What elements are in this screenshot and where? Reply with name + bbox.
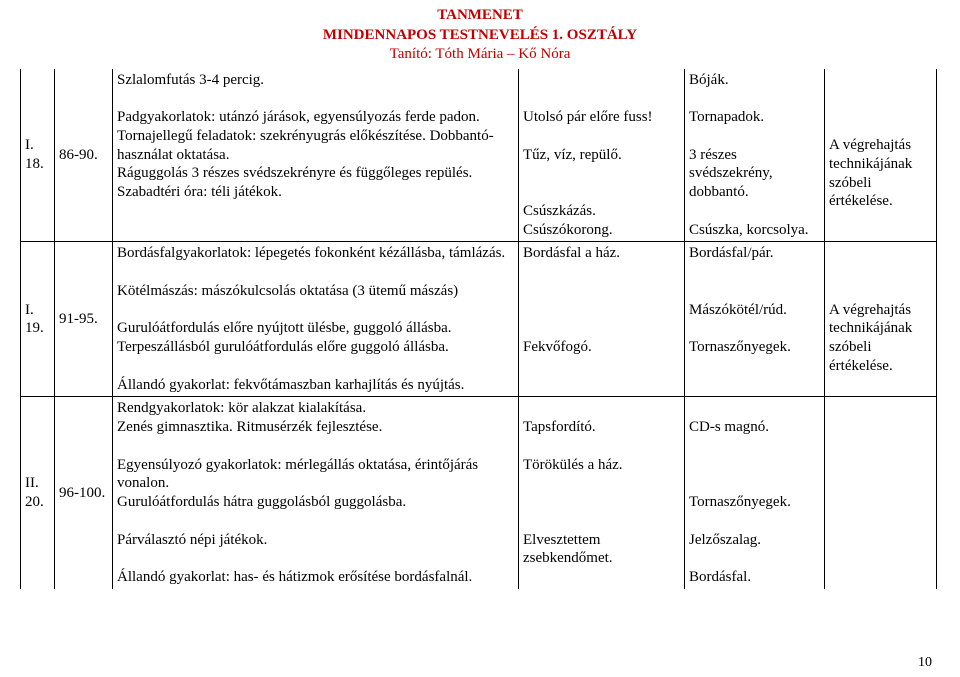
cell-text: 96-100. [59, 485, 105, 501]
cell-text: I. 18. [25, 137, 44, 172]
activity-cell: Bordásfalgyakorlatok: lépegetés fokonkén… [113, 242, 519, 397]
game-cell: Tapsfordító. Törökülés a ház. Elvesztett… [519, 397, 685, 589]
cell-text: Szlalomfutás 3-4 percig. Padgyakorlatok:… [117, 72, 494, 201]
eval-cell [825, 397, 937, 589]
equipment-cell: Bóják. Tornapadok. 3 részes svédszekrény… [685, 69, 825, 242]
page-number: 10 [918, 655, 932, 671]
cell-text: Bóják. Tornapadok. 3 részes svédszekrény… [689, 72, 809, 238]
month-cell: I. 18. [21, 69, 55, 242]
cell-text: 91-95. [59, 311, 98, 327]
header-line-2: MINDENNAPOS TESTNEVELÉS 1. OSZTÁLY [0, 26, 960, 46]
game-cell: Bordásfal a ház. Fekvőfogó. [519, 242, 685, 397]
table-row: I. 19. 91-95. Bordásfalgyakorlatok: lépe… [21, 242, 937, 397]
game-cell: Utolsó pár előre fuss! Tűz, víz, repülő.… [519, 69, 685, 242]
eval-cell: A végrehajtás technikájának szóbeli érté… [825, 69, 937, 242]
table-row: I. 18. 86-90. Szlalomfutás 3-4 percig. P… [21, 69, 937, 242]
page-header: TANMENET MINDENNAPOS TESTNEVELÉS 1. OSZT… [0, 0, 960, 65]
cell-text: Rendgyakorlatok: kör alakzat kialakítása… [117, 400, 478, 585]
header-line-3: Tanító: Tóth Mária – Kő Nóra [0, 45, 960, 65]
cell-text: A végrehajtás technikájának szóbeli érté… [829, 137, 912, 209]
range-cell: 86-90. [55, 69, 113, 242]
cell-text: CD-s magnó. Tornaszőnyegek. Jelzőszalag.… [689, 419, 791, 585]
activity-cell: Rendgyakorlatok: kör alakzat kialakítása… [113, 397, 519, 589]
cell-text: Bordásfalgyakorlatok: lépegetés fokonkén… [117, 245, 505, 392]
eval-cell: A végrehajtás technikájának szóbeli érté… [825, 242, 937, 397]
cell-text: 86-90. [59, 147, 98, 163]
month-cell: I. 19. [21, 242, 55, 397]
header-line-1: TANMENET [0, 6, 960, 26]
equipment-cell: CD-s magnó. Tornaszőnyegek. Jelzőszalag.… [685, 397, 825, 589]
range-cell: 96-100. [55, 397, 113, 589]
activity-cell: Szlalomfutás 3-4 percig. Padgyakorlatok:… [113, 69, 519, 242]
cell-text: Utolsó pár előre fuss! Tűz, víz, repülő.… [523, 109, 653, 238]
cell-text: Bordásfal/pár. Mászókötél/rúd. Tornaszőn… [689, 245, 791, 355]
month-cell: II. 20. [21, 397, 55, 589]
cell-text: I. 19. [25, 302, 44, 337]
table-row: II. 20. 96-100. Rendgyakorlatok: kör ala… [21, 397, 937, 589]
cell-text: Tapsfordító. Törökülés a ház. Elvesztett… [523, 419, 623, 566]
cell-text: A végrehajtás technikájának szóbeli érté… [829, 302, 912, 374]
equipment-cell: Bordásfal/pár. Mászókötél/rúd. Tornaszőn… [685, 242, 825, 397]
cell-text: Bordásfal a ház. Fekvőfogó. [523, 245, 620, 355]
range-cell: 91-95. [55, 242, 113, 397]
cell-text: II. 20. [25, 475, 44, 510]
curriculum-table: I. 18. 86-90. Szlalomfutás 3-4 percig. P… [20, 69, 937, 589]
